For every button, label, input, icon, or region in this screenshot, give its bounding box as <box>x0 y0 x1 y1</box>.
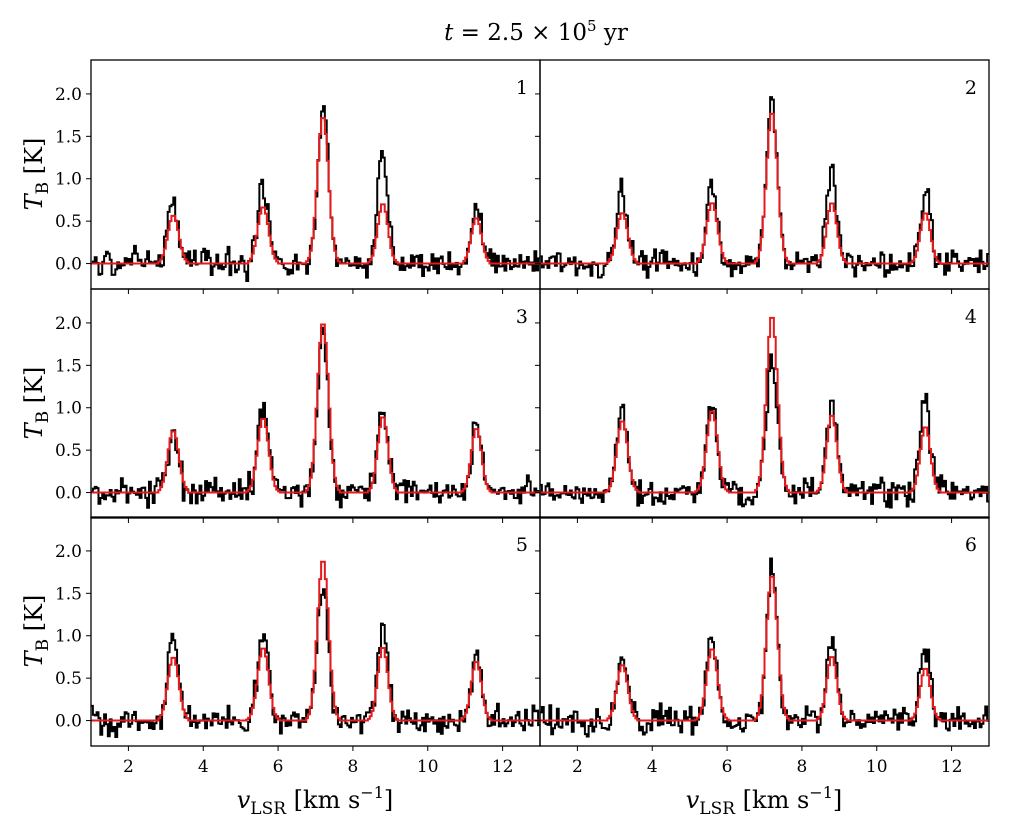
y-tick-label: 1.0 <box>55 170 82 190</box>
panel-number-3: 3 <box>516 306 528 328</box>
observed-spectrum-2 <box>540 96 989 279</box>
model-spectrum-6 <box>540 575 989 722</box>
y-axis-label-row-1: TB [K] <box>20 138 53 211</box>
observed-spectrum-4 <box>540 353 989 509</box>
y-axis-labels: TB [K] TB [K] TB [K] <box>20 138 53 668</box>
model-spectrum-5 <box>91 560 540 722</box>
x-axis-labels: vLSR [km s−1] vLSR [km s−1] <box>237 783 843 819</box>
panel-number-4: 4 <box>965 306 977 328</box>
y-tick-label: 2.0 <box>55 314 82 334</box>
x-axis-label-right: vLSR [km s−1] <box>686 783 843 819</box>
panel-2: 2 <box>535 59 990 294</box>
y-tick-label: 0.0 <box>55 484 82 504</box>
y-tick-label: 0.0 <box>55 712 82 732</box>
panel-frame-6 <box>539 516 990 747</box>
panel-1: 0.0 0.5 1.0 1.5 2.0 1 <box>55 59 541 294</box>
panel-5: 0.0 0.5 1.0 1.5 2.0 2 4 6 8 10 12 5 <box>55 516 541 777</box>
y-tick-label: 0.0 <box>55 255 82 275</box>
x-tick-label: 8 <box>348 757 359 777</box>
x-tick-label: 2 <box>123 757 134 777</box>
y-tick-label: 1.5 <box>55 584 82 604</box>
model-spectrum-1 <box>91 117 540 265</box>
y-tick-label: 2.0 <box>55 85 82 105</box>
x-tick-label: 4 <box>198 757 209 777</box>
y-tick-label: 0.5 <box>55 669 82 689</box>
model-spectrum-3 <box>91 323 540 494</box>
x-tick-label: 6 <box>273 757 284 777</box>
panel-frame-4 <box>539 288 990 519</box>
figure-title: t = 2.5 × 105 yr <box>444 17 628 46</box>
panel-3: 0.0 0.5 1.0 1.5 2.0 3 <box>55 288 541 523</box>
panel-6: 2 4 6 8 10 12 6 <box>535 516 990 777</box>
panel-frame-5 <box>90 516 541 747</box>
y-tick-label: 0.5 <box>55 441 82 461</box>
panel-number-1: 1 <box>516 77 528 99</box>
y-axis-label-row-3: TB [K] <box>20 595 53 668</box>
observed-spectrum-6 <box>540 557 989 738</box>
panel-number-2: 2 <box>965 77 977 99</box>
panel-grid: 0.00.51.01.52.0 1 20.00.51.01.52.0 3 40.00.5… <box>55 59 990 777</box>
y-tick-label: 1.5 <box>55 356 82 376</box>
panel-number-5: 5 <box>516 534 528 556</box>
panel-frame-3 <box>90 288 541 519</box>
y-tick-label: 1.5 <box>55 127 82 147</box>
y-axis-label-row-2: TB [K] <box>20 367 53 440</box>
model-spectrum-4 <box>540 316 989 494</box>
x-tick-label: 10 <box>866 757 888 777</box>
y-tick-label: 2.0 <box>55 542 82 562</box>
x-tick-label: 12 <box>492 757 514 777</box>
y-tick-label: 1.0 <box>55 627 82 647</box>
panel-4: 4 <box>535 288 990 523</box>
model-spectrum-2 <box>540 112 989 265</box>
x-tick-label: 2 <box>572 757 583 777</box>
y-tick-label: 1.0 <box>55 399 82 419</box>
x-tick-label: 4 <box>647 757 658 777</box>
x-tick-label: 12 <box>941 757 963 777</box>
x-axis-label-left: vLSR [km s−1] <box>237 783 394 819</box>
x-tick-label: 10 <box>417 757 439 777</box>
panel-number-6: 6 <box>965 534 977 556</box>
x-tick-label: 6 <box>722 757 733 777</box>
x-tick-label: 8 <box>797 757 808 777</box>
y-tick-label: 0.5 <box>55 212 82 232</box>
